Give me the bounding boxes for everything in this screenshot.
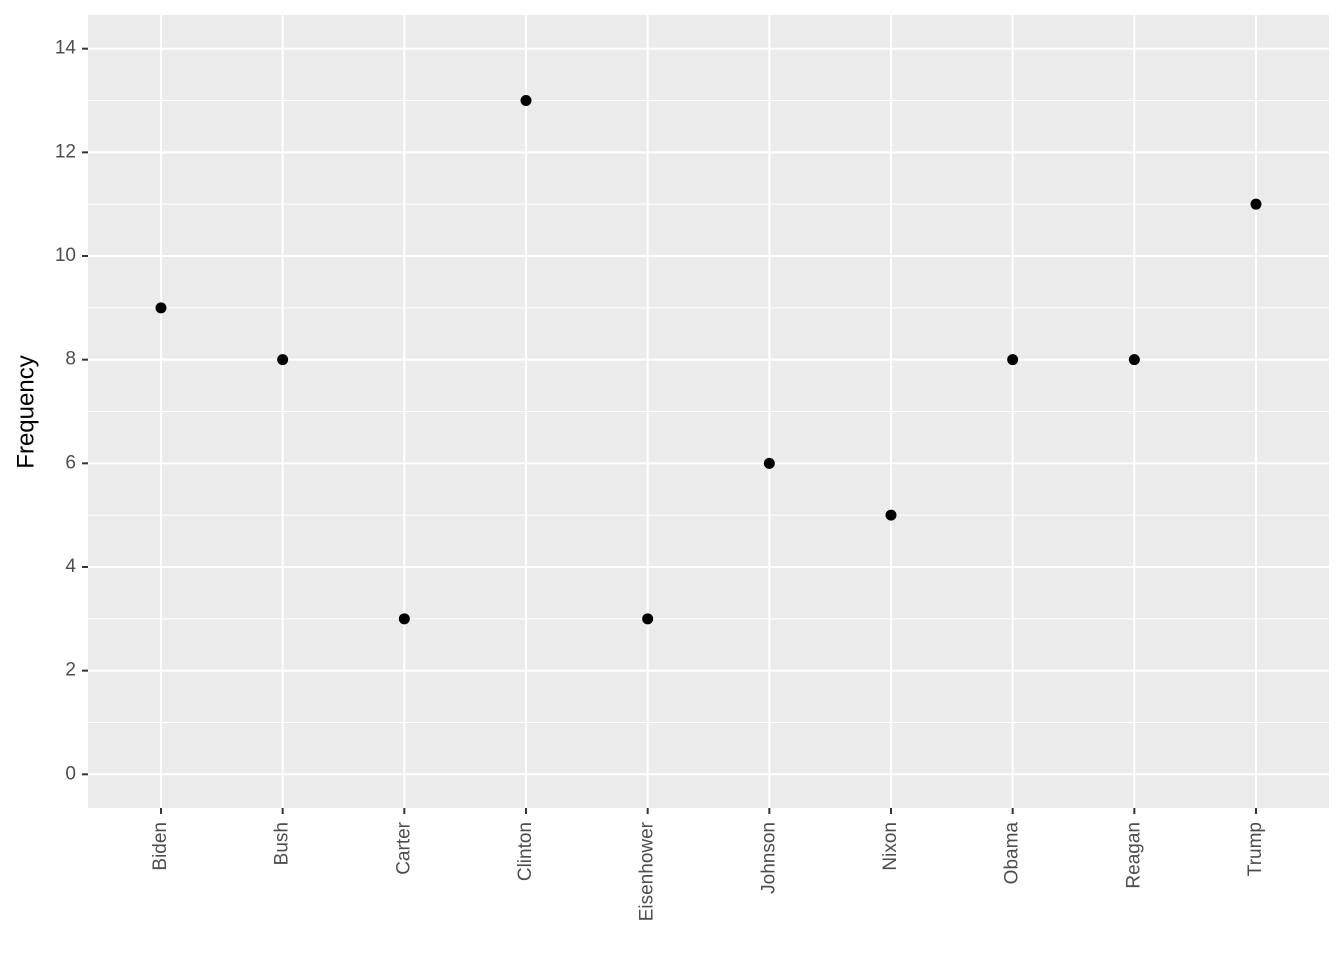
x-tick-label: Clinton	[515, 822, 536, 881]
x-tick-label: Eisenhower	[637, 821, 658, 921]
x-tick-label: Carter	[393, 821, 414, 874]
point	[520, 95, 532, 107]
point	[885, 509, 897, 521]
y-tick-label: 14	[55, 38, 77, 59]
point	[1250, 198, 1262, 210]
point	[1007, 354, 1019, 366]
y-tick-label: 4	[65, 556, 76, 577]
y-tick-label: 2	[65, 660, 76, 681]
y-tick-label: 10	[55, 245, 76, 266]
point	[642, 613, 654, 625]
point	[398, 613, 410, 625]
point	[155, 302, 167, 314]
point	[1128, 354, 1140, 366]
x-tick-label: Bush	[272, 822, 293, 865]
x-tick-label: Trump	[1245, 822, 1266, 876]
point	[277, 354, 289, 366]
y-tick-label: 0	[65, 763, 76, 784]
y-axis-title: Frequency	[12, 355, 39, 468]
x-tick-label: Reagan	[1123, 822, 1144, 889]
y-tick-label: 12	[55, 141, 76, 162]
x-tick-label: Biden	[150, 822, 171, 871]
point	[763, 457, 775, 469]
x-tick-label: Johnson	[758, 822, 779, 894]
y-tick-label: 8	[65, 349, 76, 370]
x-tick-label: Obama	[1002, 822, 1023, 885]
y-tick-label: 6	[65, 452, 76, 473]
x-tick-label: Nixon	[880, 822, 901, 871]
